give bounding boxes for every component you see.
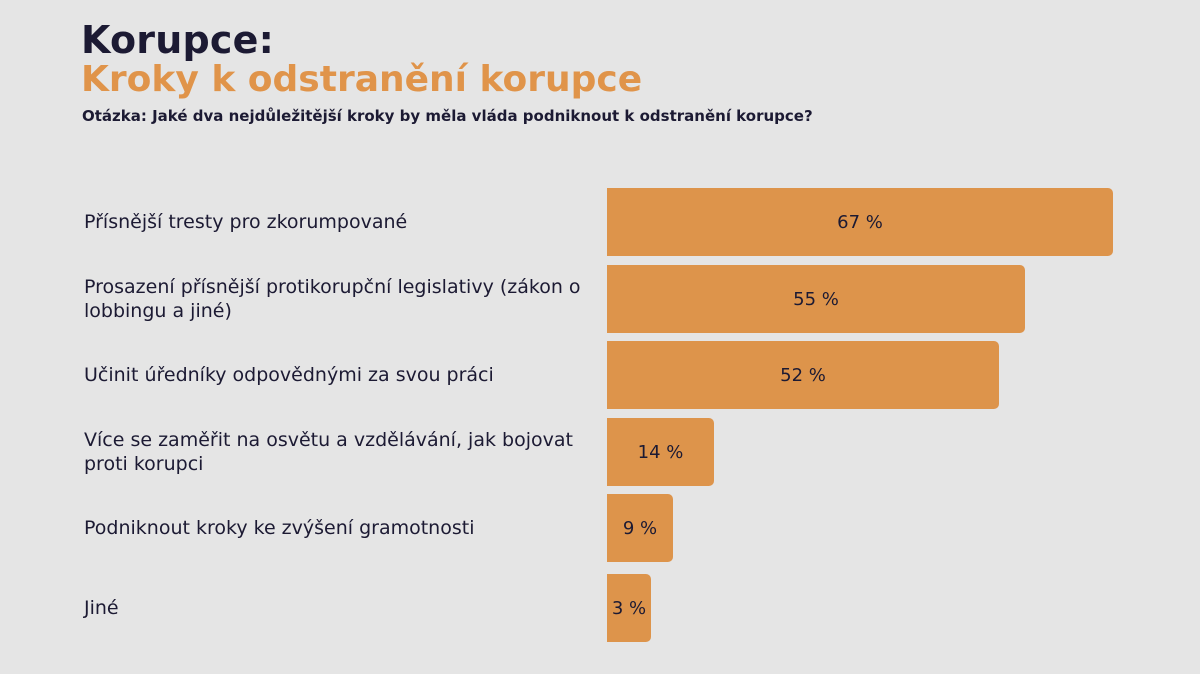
bar-value: 52 %: [780, 364, 826, 386]
bar-value: 55 %: [793, 288, 839, 310]
bar: 52 %: [607, 341, 999, 409]
bar: 3 %: [607, 574, 651, 642]
bar: 14 %: [607, 418, 714, 486]
row-label: Prosazení přísnější protikorupční legisl…: [84, 276, 581, 322]
row-label: Přísnější tresty pro zkorumpované: [84, 211, 408, 233]
bar-value: 3 %: [611, 597, 647, 619]
row-label: Podniknout kroky ke zvýšení gramotnosti: [84, 517, 475, 539]
row-label: Jiné: [84, 597, 119, 619]
row-label: Více se zaměřit na osvětu a vzdělávání, …: [84, 429, 573, 475]
bar-value: 67 %: [837, 211, 883, 233]
survey-question: Otázka: Jaké dva nejdůležitější kroky by…: [82, 107, 813, 125]
bar: 55 %: [607, 265, 1025, 333]
chart-title: Korupce:: [81, 18, 274, 62]
bar-value: 14 %: [637, 441, 684, 463]
bar-value: 9 %: [622, 517, 658, 539]
bar: 9 %: [607, 494, 673, 562]
chart-subtitle: Kroky k odstranění korupce: [81, 59, 643, 100]
bar: 67 %: [607, 188, 1113, 256]
row-label: Učinit úředníky odpovědnými za svou prác…: [84, 364, 494, 386]
